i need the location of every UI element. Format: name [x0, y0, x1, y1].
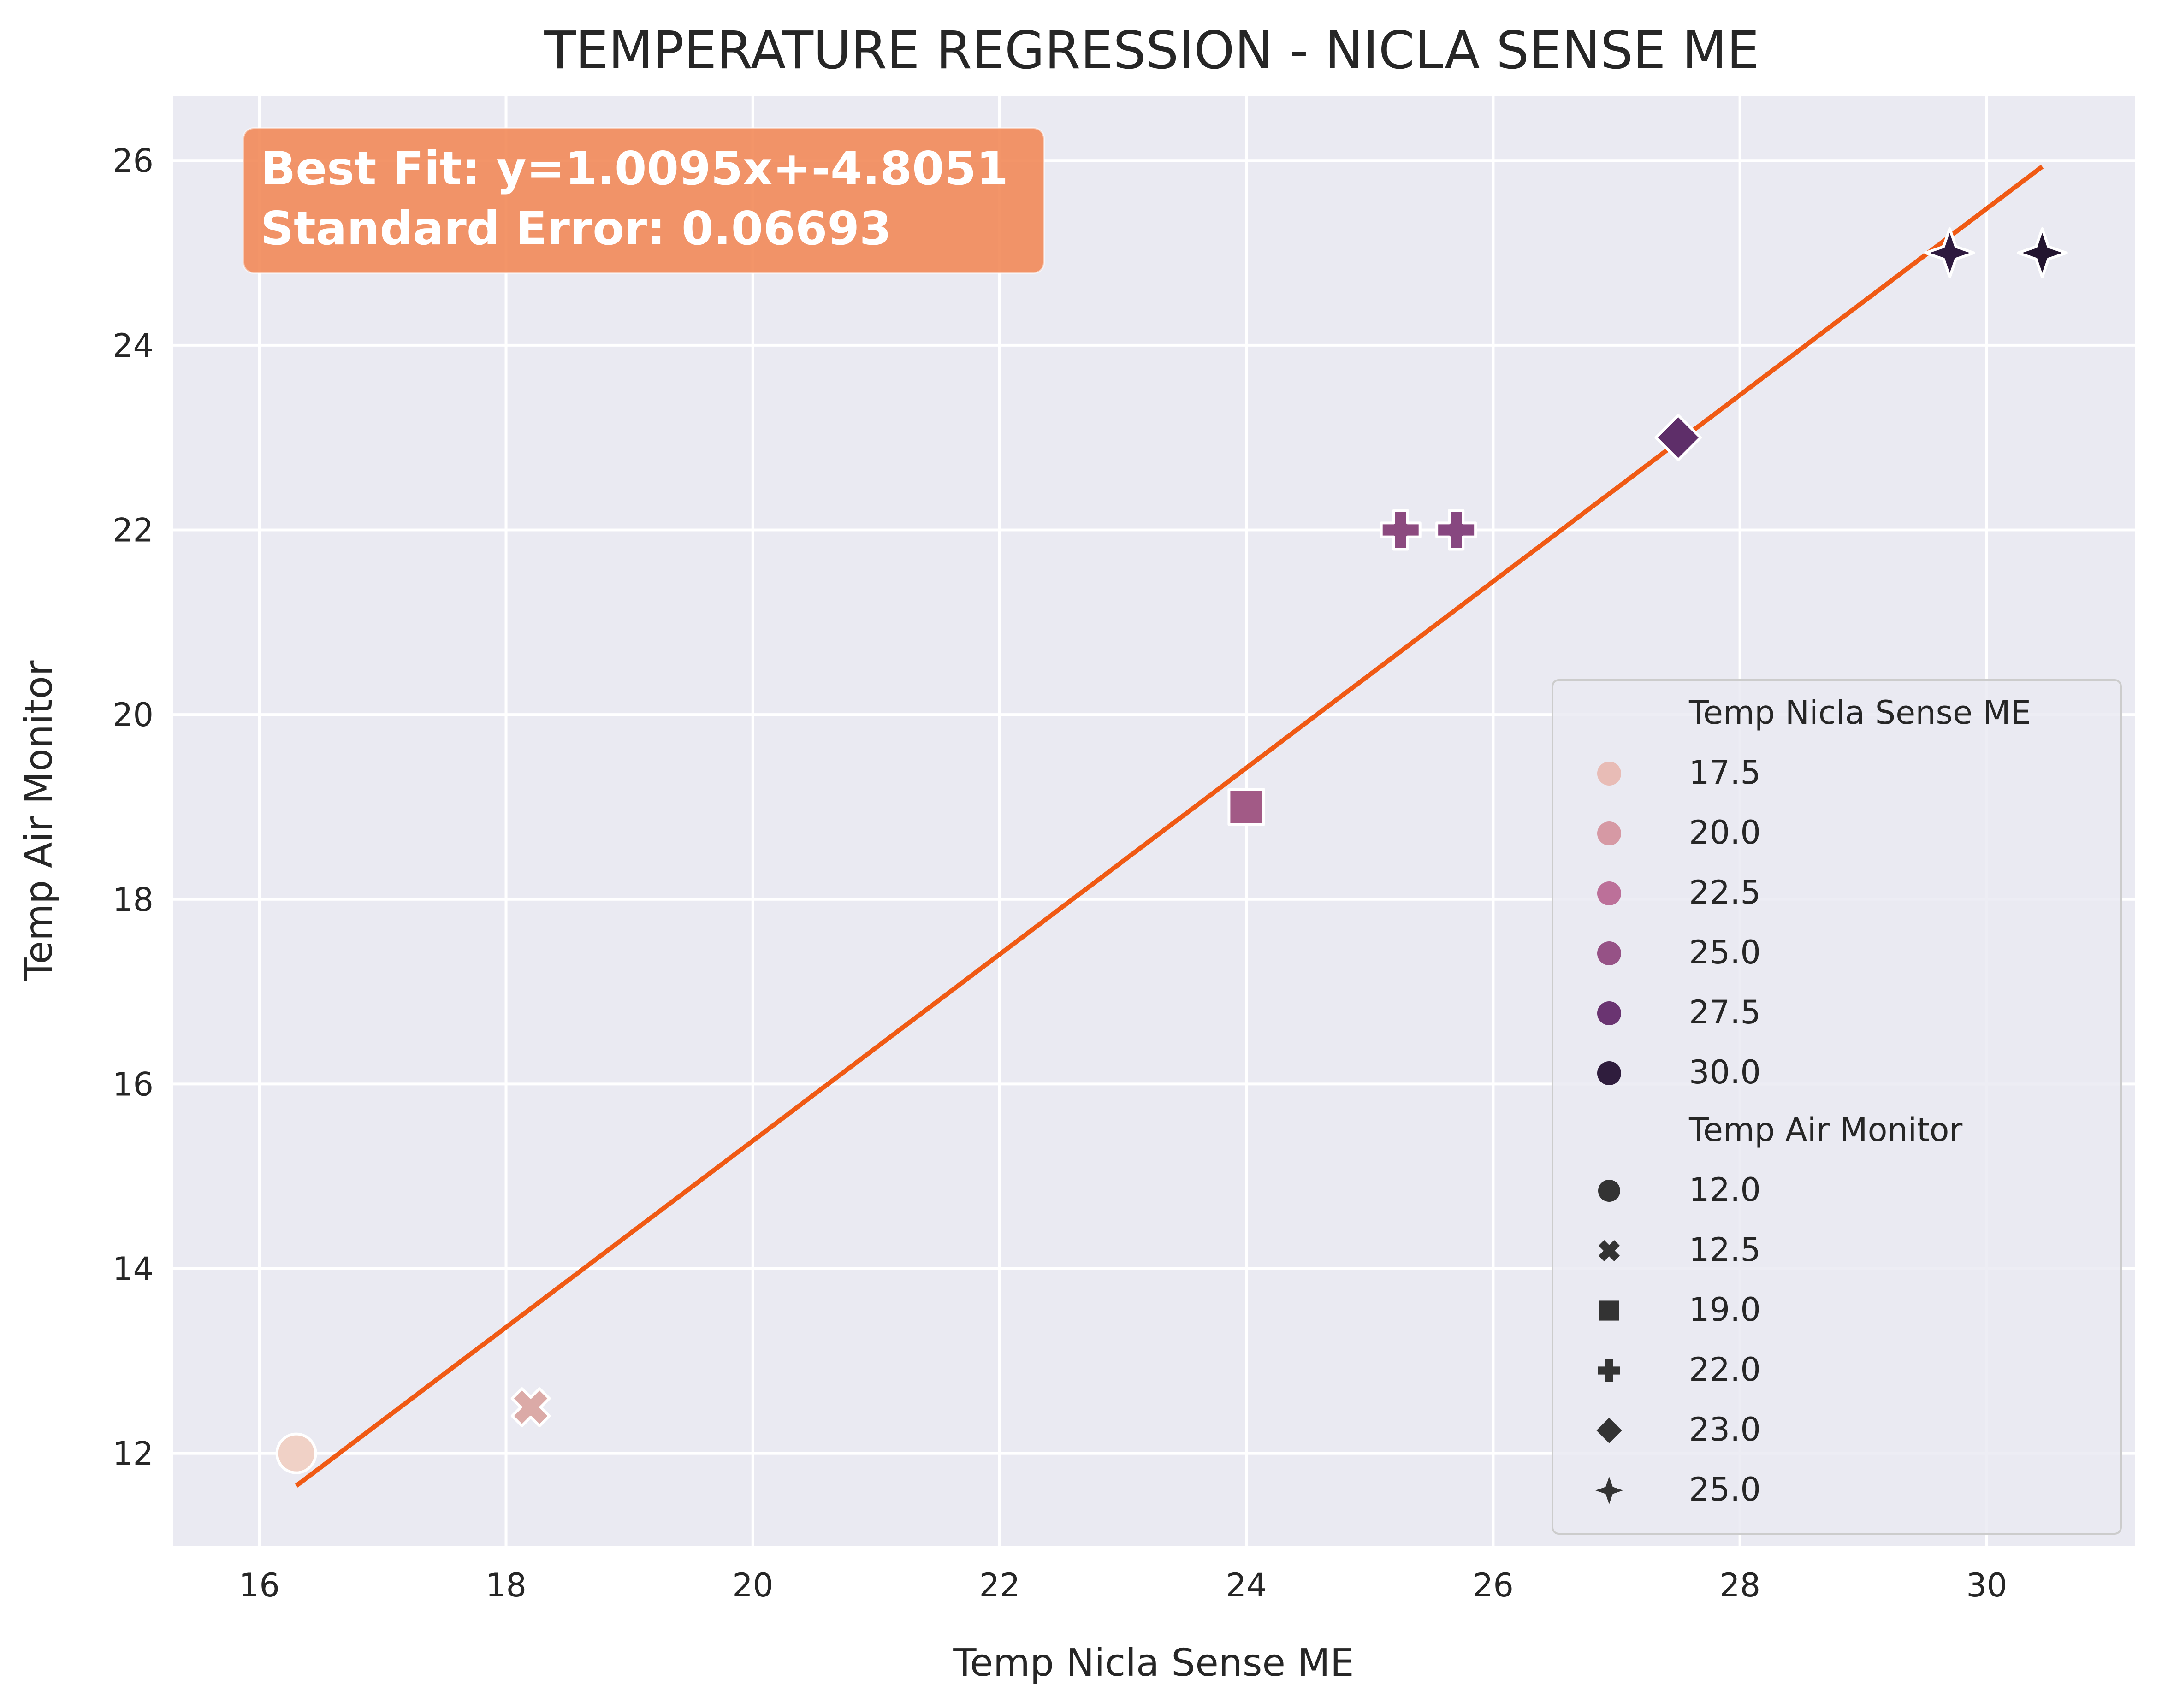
legend-hue-swatch: [1597, 762, 1621, 786]
legend-hue-swatch: [1597, 941, 1621, 965]
x-tick-label: 28: [1719, 1566, 1760, 1604]
legend-style-label: 23.0: [1689, 1411, 1761, 1448]
legend-hue-swatch: [1597, 1001, 1621, 1025]
legend-hue-swatch: [1597, 881, 1621, 905]
legend-style-marker: [1598, 1180, 1620, 1202]
legend-hue-swatch: [1597, 1061, 1621, 1085]
legend-box: [1552, 679, 2122, 1535]
legend-hue-title: Temp Nicla Sense ME: [1688, 694, 2031, 732]
y-tick-label: 12: [113, 1435, 154, 1473]
legend-style-marker: [1595, 1477, 1623, 1504]
legend-hue-label: 17.5: [1689, 754, 1761, 792]
legend-style-label: 12.0: [1689, 1171, 1761, 1209]
legend-style-title: Temp Air Monitor: [1688, 1111, 1962, 1149]
x-tick-label: 16: [239, 1566, 280, 1604]
legend-hue-swatch: [1597, 821, 1621, 845]
y-tick-label: 14: [113, 1250, 154, 1288]
x-tick-label: 24: [1226, 1566, 1267, 1604]
y-tick-label: 16: [113, 1065, 154, 1103]
data-point: [1380, 509, 1422, 551]
legend-style-label: 19.0: [1689, 1291, 1761, 1329]
legend-hue-label: 27.5: [1689, 993, 1761, 1031]
legend-hue-label: 25.0: [1689, 934, 1761, 971]
legend-style-label: 22.0: [1689, 1351, 1761, 1389]
y-tick-label: 24: [113, 327, 154, 365]
legend-style-label: 25.0: [1689, 1471, 1761, 1508]
annotation-line-error: Standard Error: 0.06693: [261, 201, 892, 255]
x-tick-label: 20: [732, 1566, 773, 1604]
data-point: [275, 1432, 317, 1474]
x-tick-labels: 16 18 20 22 24 26 28 30: [239, 1566, 2008, 1604]
legend-hue-entries: 17.5 20.0 22.5 25.0 27.5 30.0: [1597, 754, 1761, 1091]
data-point: [1435, 509, 1477, 551]
legend-style-entries: 12.0 12.5 19.0 22.0 23.0 25.0: [1595, 1171, 1761, 1508]
x-tick-label: 30: [1966, 1566, 2007, 1604]
x-tick-label: 26: [1473, 1566, 1514, 1604]
legend-style-marker: [1599, 1300, 1619, 1321]
y-axis-label: Temp Air Monitor: [17, 660, 61, 981]
data-point: [2016, 227, 2068, 279]
legend-hue-label: 22.5: [1689, 874, 1761, 911]
annotation-box: [243, 127, 1045, 274]
best-fit-line: [295, 165, 2044, 1488]
y-tick-label: 20: [113, 696, 154, 734]
data-points: [275, 227, 2068, 1474]
legend-hue-label: 20.0: [1689, 814, 1761, 851]
legend-style-marker: [1596, 1418, 1622, 1443]
y-tick-label: 18: [113, 881, 154, 919]
data-point: [1654, 414, 1702, 461]
legend-hue-label: 30.0: [1689, 1053, 1761, 1091]
chart-title: TEMPERATURE REGRESSION - NICLA SENSE ME: [544, 21, 1759, 81]
legend-style-marker: [1598, 1359, 1620, 1382]
x-tick-label: 22: [979, 1566, 1020, 1604]
y-tick-label: 26: [113, 142, 154, 180]
legend-style-label: 12.5: [1689, 1231, 1761, 1269]
x-axis-label: Temp Nicla Sense ME: [953, 1641, 1354, 1685]
data-point: [1924, 227, 1976, 279]
best-fit-annotation: Best Fit: y=1.0095x+-4.8051 Standard Err…: [243, 127, 1045, 274]
data-point: [1227, 788, 1266, 826]
legend: Temp Nicla Sense ME 17.5 20.0 22.5 25.0 27.5…: [1552, 679, 2122, 1535]
y-tick-label: 22: [113, 511, 154, 549]
annotation-line-fit: Best Fit: y=1.0095x+-4.8051: [261, 142, 1008, 195]
legend-style-marker: [1598, 1240, 1620, 1262]
y-tick-labels: 12 14 16 18 20 22 24 26: [113, 142, 154, 1472]
x-tick-label: 18: [486, 1566, 527, 1604]
data-point: [510, 1387, 551, 1427]
